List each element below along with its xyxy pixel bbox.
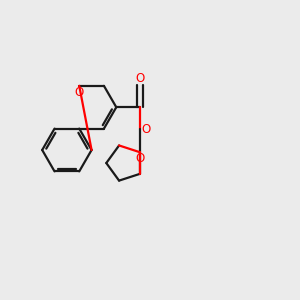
Text: O: O xyxy=(135,72,144,85)
Text: O: O xyxy=(142,123,151,136)
Text: O: O xyxy=(75,86,84,99)
Text: O: O xyxy=(135,152,144,165)
